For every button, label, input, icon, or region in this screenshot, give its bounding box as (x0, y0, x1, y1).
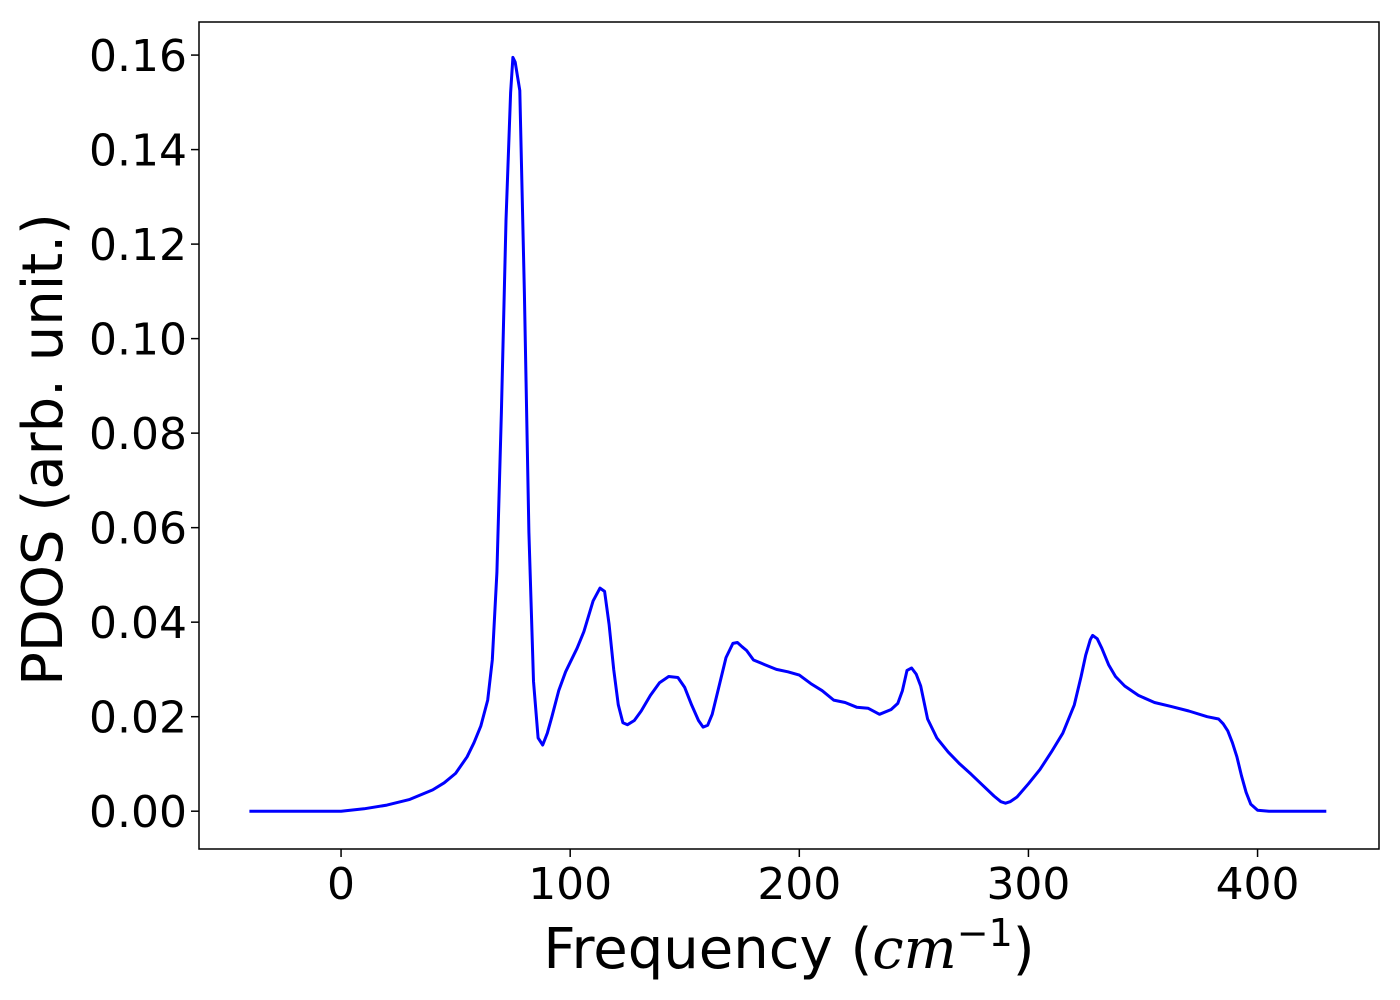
x-tick-label: 100 (528, 859, 612, 910)
x-tick-label: 300 (986, 859, 1070, 910)
y-tick-label: 0.14 (89, 126, 187, 177)
y-tick-label: 0.12 (89, 220, 187, 271)
x-tick-label: 400 (1216, 859, 1300, 910)
x-axis-label: Frequency (cm−1) (543, 911, 1034, 982)
x-axis-label-suffix: ) (1013, 917, 1035, 982)
x-axis-label-prefix: Frequency ( (543, 917, 872, 982)
pdos-series-line (249, 55, 1327, 813)
tick-layer: 0 100 200 300 400 0.00 0.02 0.04 0.06 0.08 0.10 0.1… (89, 31, 1300, 910)
x-tick-label: 200 (757, 859, 841, 910)
x-axis-label-unit: cm (872, 917, 956, 982)
x-tick-label: 0 (327, 859, 355, 910)
y-axis-label: PDOS (arb. unit.) (11, 213, 76, 686)
y-tick-label: 0.06 (89, 504, 187, 555)
y-tick-label: 0.02 (89, 693, 187, 744)
y-tick-label: 0.00 (89, 787, 187, 838)
y-tick-label: 0.16 (89, 31, 187, 82)
y-tick-label: 0.10 (89, 315, 187, 366)
y-tick-label: 0.08 (89, 409, 187, 460)
plot-frame (198, 21, 1380, 850)
y-tick-label: 0.04 (89, 598, 187, 649)
plot-layer (249, 55, 1327, 813)
x-axis-label-exponent: −1 (957, 911, 1013, 955)
